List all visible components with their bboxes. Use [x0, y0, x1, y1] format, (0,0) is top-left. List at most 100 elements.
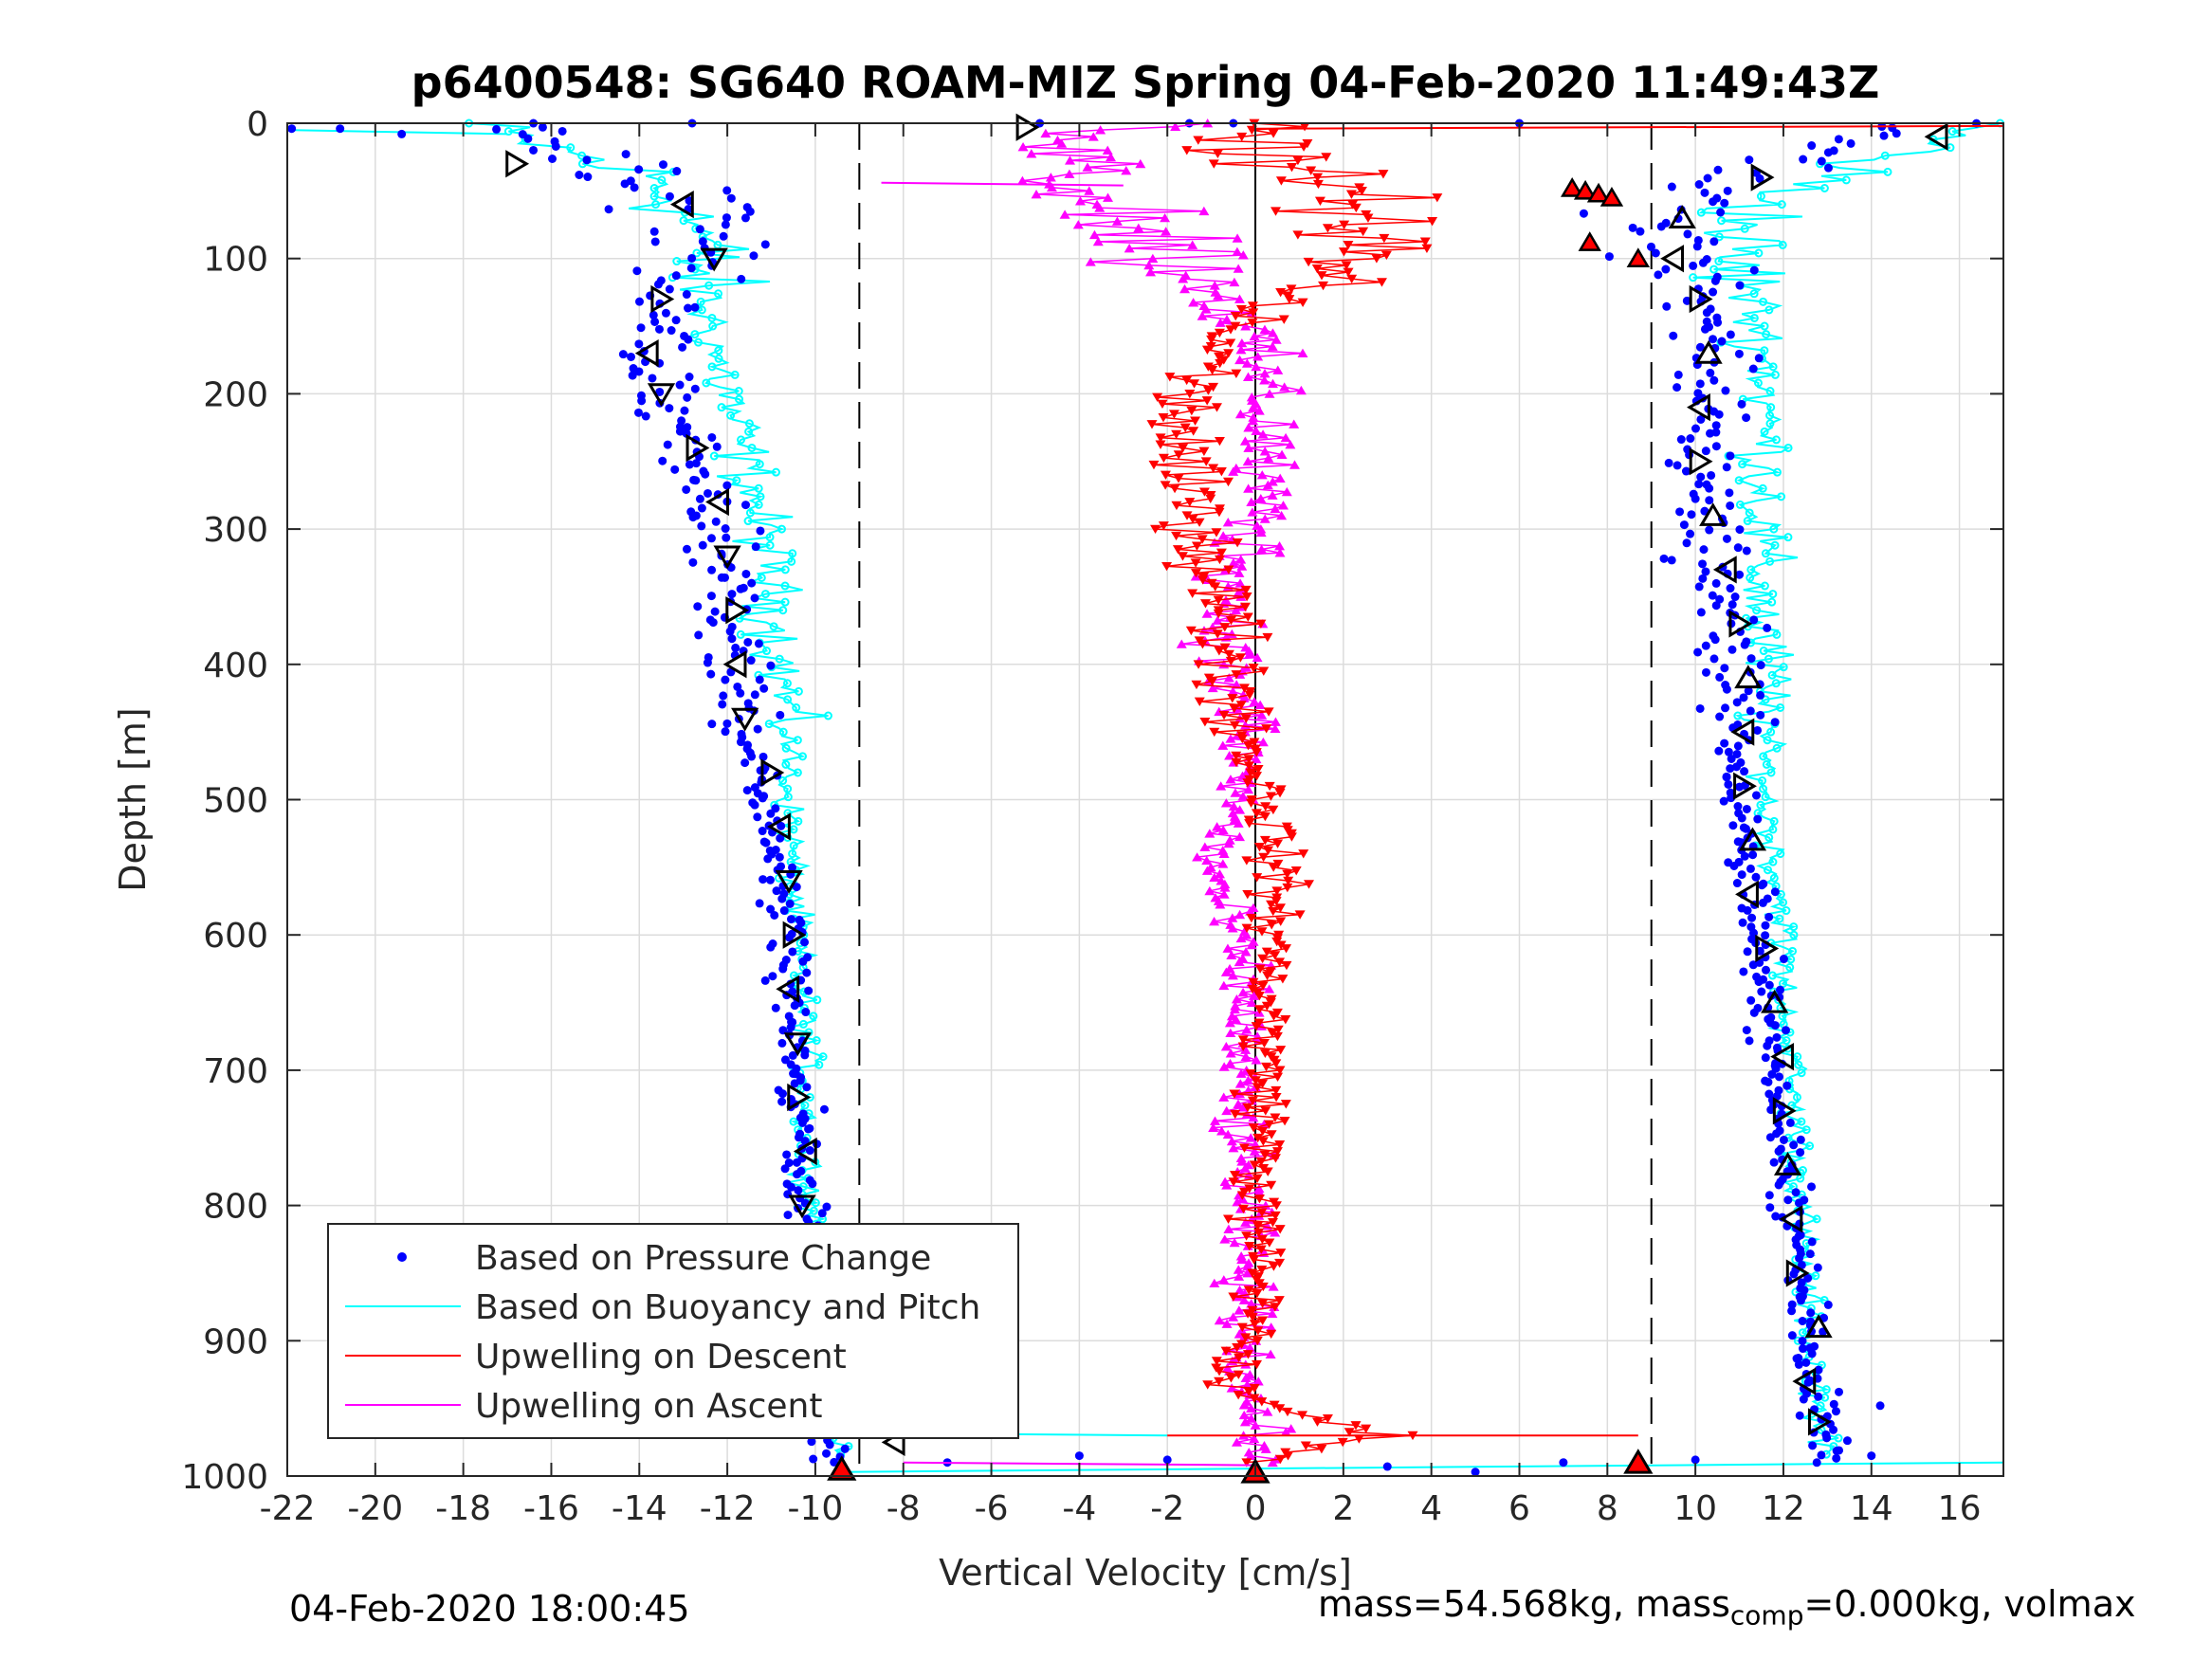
pressure-point — [633, 408, 643, 417]
pressure-point — [1726, 451, 1735, 461]
upwelling-ascent-segment — [1150, 267, 1239, 273]
upwelling-ascent-segment — [1240, 349, 1304, 355]
pressure-point — [745, 207, 755, 216]
pressure-point — [1708, 591, 1717, 600]
upwelling-ascent-segment — [1099, 207, 1204, 212]
pressure-point — [1669, 331, 1678, 340]
upwelling-descent-segment — [1310, 170, 1383, 175]
pressure-point — [780, 1164, 790, 1174]
upwelling-ascent-point — [1245, 1450, 1256, 1460]
upwelling-ascent-point — [1270, 723, 1281, 733]
x-tick-label: 10 — [1673, 1489, 1717, 1528]
pressure-point — [817, 1209, 827, 1218]
pressure-point — [805, 1146, 814, 1156]
buoyancy-point — [812, 1036, 821, 1046]
pressure-point — [682, 544, 691, 554]
upwelling-descent-spike — [1255, 124, 2004, 130]
pressure-point — [1691, 424, 1700, 433]
buoyancy-point — [1740, 224, 1749, 233]
glider-descent-marker — [650, 284, 675, 314]
pressure-point — [1696, 414, 1706, 424]
buoyancy-point — [1794, 1060, 1803, 1069]
pressure-point — [712, 442, 722, 451]
upwelling-ascent-point — [1253, 406, 1265, 415]
upwelling-ascent-point — [1248, 991, 1259, 1000]
upwelling-ascent-point — [1221, 1105, 1233, 1116]
upwelling-ascent-point — [1239, 1163, 1251, 1173]
buoyancy-point — [778, 606, 788, 615]
pressure-point — [1742, 1026, 1751, 1035]
buoyancy-point — [694, 337, 704, 347]
upwelling-ascent-segment — [1245, 724, 1276, 730]
pressure-point — [634, 297, 644, 306]
footer-mass-sub: comp — [1729, 1599, 1804, 1632]
pressure-point — [1875, 1401, 1885, 1411]
upwelling-ascent-point — [1268, 1282, 1279, 1291]
pressure-point — [1699, 545, 1709, 555]
upwelling-ascent-segment — [1069, 159, 1141, 165]
buoyancy-point — [1770, 540, 1780, 550]
pressure-point — [1807, 1237, 1817, 1247]
upwelling-descent-segment — [1243, 1042, 1265, 1048]
pressure-point — [1696, 472, 1706, 482]
buoyancy-point — [780, 597, 790, 607]
upwelling-descent-segment — [1252, 1305, 1275, 1311]
upwelling-ascent-point — [1201, 855, 1213, 866]
pressure-point — [655, 387, 665, 396]
upwelling-ascent-segment — [1230, 1029, 1247, 1034]
upwelling-ascent-point — [1046, 182, 1057, 192]
x-tick-label: -6 — [975, 1489, 1009, 1528]
upwelling-ascent-point — [1285, 439, 1296, 449]
upwelling-ascent-point — [1221, 1180, 1233, 1190]
upwelling-ascent-point — [1259, 324, 1271, 335]
upwelling-descent-segment — [1228, 1214, 1276, 1220]
glider-descent-marker — [505, 150, 530, 178]
pressure-point — [1698, 258, 1708, 267]
pressure-point — [1867, 1451, 1876, 1461]
pressure-point — [1823, 1300, 1833, 1309]
pressure-point — [1698, 574, 1708, 583]
buoyancy-point — [787, 556, 796, 566]
upwelling-ascent-segment — [1232, 1140, 1256, 1146]
pressure-point — [1604, 252, 1614, 262]
buoyancy-point — [657, 175, 667, 185]
x-tick-label: -4 — [1062, 1489, 1096, 1528]
pressure-point — [1696, 608, 1706, 617]
upwelling-ascent-segment — [1098, 237, 1238, 243]
upwelling-ascent-point — [1234, 1305, 1245, 1315]
upwelling-ascent-point — [1233, 264, 1244, 273]
pressure-point — [825, 1440, 834, 1449]
upwelling-descent-segment — [1233, 1180, 1271, 1186]
pressure-point — [1740, 640, 1749, 649]
upwelling-ascent-point — [1201, 609, 1213, 618]
pressure-point — [1703, 173, 1712, 183]
upwelling-ascent-point — [1234, 1079, 1246, 1088]
upwelling-ascent-point — [1217, 859, 1229, 868]
pressure-point — [830, 1457, 839, 1467]
buoyancy-point — [1798, 1165, 1807, 1175]
pressure-point — [628, 371, 637, 380]
pressure-point — [538, 122, 547, 132]
upwelling-ascent-point — [1231, 605, 1242, 615]
upwelling-descent-segment — [1191, 406, 1217, 411]
pressure-point — [1735, 281, 1745, 290]
upwelling-ascent-point — [1265, 1349, 1276, 1358]
upwelling-ascent-point — [1056, 138, 1068, 148]
buoyancy-point — [1880, 151, 1890, 160]
upwelling-ascent-segment — [1022, 176, 1051, 182]
pressure-point — [802, 1083, 812, 1092]
upwelling-ascent-point — [1234, 1271, 1245, 1281]
pressure-point — [788, 1050, 797, 1060]
upwelling-ascent-segment — [1248, 483, 1269, 490]
upwelling-ascent-point — [1235, 345, 1247, 355]
upwelling-ascent-segment — [1022, 179, 1050, 185]
upwelling-ascent-segment — [1244, 1411, 1268, 1416]
buoyancy-point — [1764, 305, 1774, 315]
upwelling-ascent-segment — [1065, 210, 1204, 216]
pressure-point — [747, 578, 757, 588]
upwelling-descent-segment — [1204, 718, 1247, 723]
y-axis-label: Depth [m] — [112, 707, 154, 892]
upwelling-ascent-point — [1227, 923, 1238, 933]
pressure-point — [1758, 898, 1767, 907]
pressure-point — [727, 634, 737, 644]
